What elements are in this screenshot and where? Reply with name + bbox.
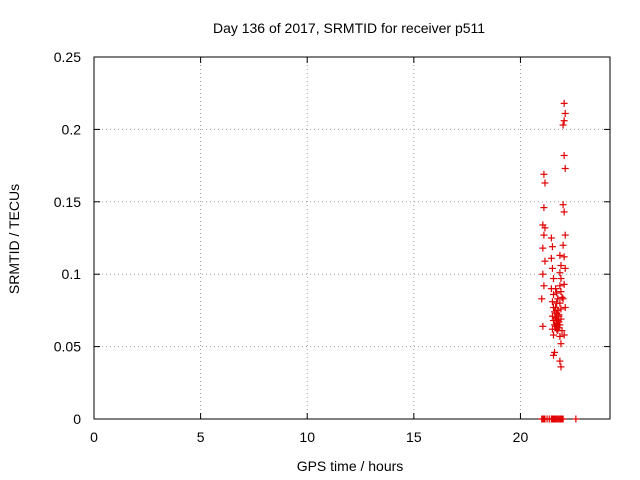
data-point — [560, 331, 568, 339]
data-point — [549, 275, 557, 283]
data-point — [553, 325, 561, 333]
data-point — [560, 151, 568, 159]
y-tick-label: 0.25 — [54, 49, 81, 65]
grid-layer — [94, 57, 610, 419]
data-point — [561, 304, 569, 312]
y-tick-label: 0 — [73, 411, 81, 427]
data-point — [539, 270, 547, 278]
data-point — [557, 275, 565, 283]
data-point — [561, 264, 569, 272]
data-point — [548, 243, 556, 251]
x-tick-label: 20 — [513, 429, 529, 445]
data-point — [548, 264, 556, 272]
data-point — [540, 170, 548, 178]
y-tick-label: 0.15 — [54, 194, 81, 210]
data-point — [560, 99, 568, 107]
data-point — [561, 231, 569, 239]
data-point — [556, 332, 564, 340]
data-point — [539, 322, 547, 330]
data-point — [541, 257, 549, 265]
data-point — [560, 280, 568, 288]
data-point — [560, 253, 568, 261]
data-point — [560, 208, 568, 216]
data-point — [540, 282, 548, 290]
data-point — [557, 315, 565, 323]
x-tick-label: 0 — [90, 429, 98, 445]
x-tick-label: 15 — [406, 429, 422, 445]
data-point — [572, 415, 580, 423]
data-point — [547, 254, 555, 262]
data-point — [558, 327, 566, 335]
x-tick-label: 10 — [299, 429, 315, 445]
data-point — [555, 311, 563, 319]
data-point — [556, 282, 564, 290]
y-axis-label: SRMTID / TECUs — [6, 184, 22, 294]
data-point — [540, 204, 548, 212]
y-tick-label: 0.2 — [62, 121, 82, 137]
data-point — [556, 357, 564, 365]
data-point — [549, 290, 557, 298]
plot-frame — [93, 56, 611, 420]
data-point — [538, 295, 546, 303]
y-tick-label: 0.1 — [62, 266, 82, 282]
data-point — [549, 351, 557, 359]
point-layer — [538, 99, 580, 423]
data-point — [560, 117, 568, 125]
data-point — [557, 340, 565, 348]
data-point — [541, 224, 549, 232]
x-tick-label: 5 — [197, 429, 205, 445]
data-point — [558, 293, 566, 301]
data-point — [556, 321, 564, 329]
data-point — [548, 298, 556, 306]
data-point — [553, 289, 561, 297]
tick-layer: 0 0.05 0.1 0.15 0.2 0.25 0 5 10 15 20 — [54, 49, 610, 445]
data-point — [561, 164, 569, 172]
data-point — [557, 288, 565, 296]
data-point — [541, 179, 549, 187]
x-axis-label: GPS time / hours — [297, 458, 404, 474]
data-point — [559, 241, 567, 249]
data-point — [557, 363, 565, 371]
data-point — [556, 269, 564, 277]
data-point — [557, 305, 565, 313]
data-point — [540, 231, 548, 239]
data-point — [547, 234, 555, 242]
y-tick-label: 0.05 — [54, 339, 81, 355]
data-point — [559, 295, 567, 303]
data-point — [561, 109, 569, 117]
data-point — [539, 244, 547, 252]
chart-title: Day 136 of 2017, SRMTID for receiver p51… — [213, 20, 485, 36]
data-point — [559, 121, 567, 129]
data-point — [557, 262, 565, 270]
data-point — [556, 299, 564, 307]
data-point — [548, 312, 556, 320]
data-point — [559, 415, 567, 423]
data-point — [559, 201, 567, 209]
data-point — [556, 251, 564, 259]
data-point — [552, 285, 560, 293]
data-point — [549, 331, 557, 339]
